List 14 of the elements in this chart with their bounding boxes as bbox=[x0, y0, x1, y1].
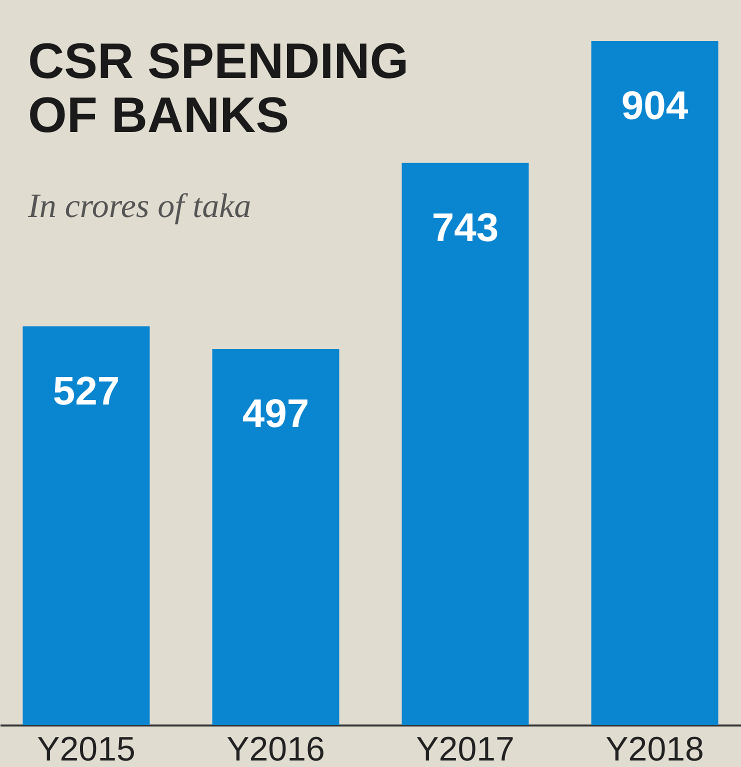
data-label: 497 bbox=[242, 392, 310, 436]
bar bbox=[212, 348, 340, 725]
bar bbox=[22, 326, 150, 725]
x-tick-label: Y2017 bbox=[416, 730, 514, 767]
x-tick-label: Y2016 bbox=[226, 730, 325, 767]
x-tick-label: Y2018 bbox=[606, 730, 704, 767]
data-label: 904 bbox=[621, 84, 689, 128]
chart-title: CSR SPENDING OF BANKS bbox=[28, 33, 409, 143]
bar bbox=[402, 162, 529, 725]
x-tick-label: Y2015 bbox=[37, 730, 136, 767]
data-label: 527 bbox=[52, 369, 120, 414]
data-label: 743 bbox=[432, 206, 499, 250]
text: In crores of taka bbox=[27, 188, 252, 225]
bar bbox=[591, 41, 718, 725]
